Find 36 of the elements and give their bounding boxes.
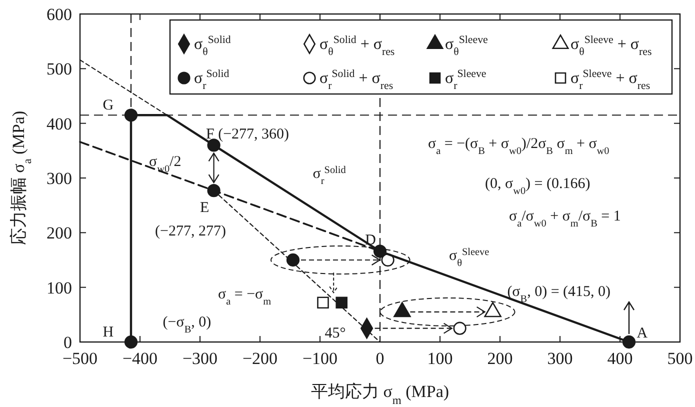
y-tick-label: 200 [46,224,72,243]
y-tick-label: 400 [46,114,72,134]
x-tick-label: −100 [302,349,338,368]
x-tick-label: −400 [122,349,158,368]
annotation: G [102,98,114,114]
y-tick-label: 100 [46,278,72,298]
y-tick-label: 600 [46,5,72,24]
x-tick-label: 200 [487,349,513,368]
annotation: (−277, 277) [155,223,226,240]
x-tick-label: −300 [182,349,218,368]
annotation: (0, σ$_{w0}$) = (0.166) [485,176,590,196]
annotation: H [102,324,114,341]
x-tick-label: 400 [607,349,633,368]
annotation: E [200,200,210,216]
legend-label: σ$_{r}$$^{Solid}$ + σ$_{res}$ [320,68,394,92]
legend-label: σ$_{θ}$$^{Sleeve}$ + σ$_{res}$ [570,34,652,58]
x-tick-label: 0 [376,349,384,368]
x-tick-label: −200 [242,349,278,368]
annotation: (−σ$_{B}$, 0) [162,314,212,336]
annotation: F (−277, 360) [206,126,290,143]
legend-label: σ$_{r}$$^{Sleeve}$ + σ$_{res}$ [570,68,650,92]
y-tick-label: 500 [46,60,72,79]
legend-label: σ$_{θ}$$^{Solid}$ + σ$_{res}$ [320,34,395,58]
x-axis-title: 平均応力 σ$_{m}$ (MPa) [310,382,450,406]
text: σ$_{a}$ = −(σ$_{B}$ + σ$_{w0}$)/2σ$_{B}$ σ$_{m}$ + σ$_{w0}$ [428,136,610,156]
y-tick-label: 300 [46,169,72,188]
x-tick-label: 500 [667,349,693,368]
x-tick-label: 100 [427,349,453,368]
y-tick-label: 0 [64,333,72,352]
annotation: A [636,326,648,342]
x-tick-label: 300 [547,349,573,368]
annotation: (σ$_{B}$, 0) = (415, 0) [507,284,611,305]
annotation: σ$_{a}$ = −σ$_{m}$ [218,286,272,307]
text: σ$_{a}$/σ$_{w0}$ + σ$_{m}$/σ$_{B}$ = 1 [509,208,621,230]
x-tick-label: −500 [62,349,98,368]
annotation: 45° [324,326,346,342]
